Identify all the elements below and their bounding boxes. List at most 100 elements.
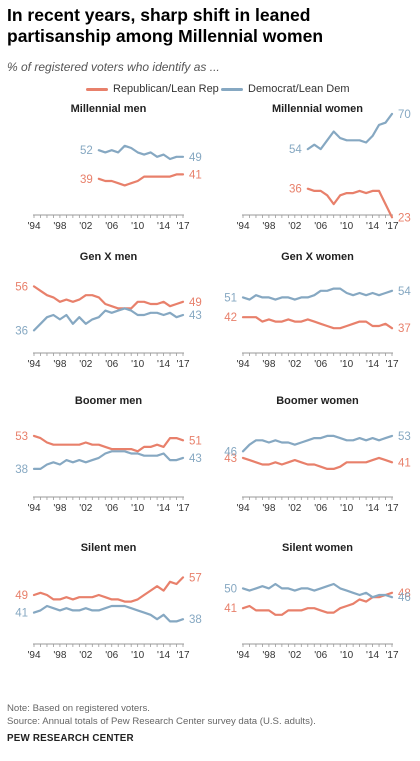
x-tick-label: '17	[385, 503, 398, 514]
x-tick-label: '10	[340, 221, 353, 232]
end-value-label-dem: 43	[189, 453, 202, 465]
legend-swatch-rep	[86, 87, 108, 91]
panel-title: Boomer men	[75, 395, 143, 407]
x-tick-label: '06	[314, 221, 327, 232]
end-value-label-dem: 70	[398, 109, 411, 121]
start-value-label-rep: 43	[224, 453, 237, 465]
end-value-label-rep: 48	[398, 588, 411, 600]
series-line-dem	[306, 112, 394, 151]
x-tick-label: '14	[157, 503, 170, 514]
x-tick-label: '06	[105, 359, 118, 370]
x-tick-label: '02	[288, 650, 301, 661]
x-tick-label: '06	[105, 221, 118, 232]
series-line-rep	[241, 316, 394, 330]
end-value-label-dem: 53	[398, 431, 411, 443]
end-value-label-rep: 41	[398, 457, 411, 469]
chart-title: In recent years, sharp shift in leaned p…	[7, 5, 324, 46]
x-tick-label: '10	[340, 359, 353, 370]
x-tick-label: '98	[53, 221, 66, 232]
x-tick-label: '98	[262, 650, 275, 661]
x-tick-label: '94	[27, 503, 40, 514]
end-value-label-dem: 43	[189, 310, 202, 322]
x-tick-label: '06	[314, 650, 327, 661]
x-tick-label: '02	[79, 221, 92, 232]
x-tick-label: '17	[385, 221, 398, 232]
panel-title: Gen X men	[80, 251, 138, 263]
start-value-label-rep: 56	[15, 281, 28, 293]
legend-label-dem: Democrat/Lean Dem	[248, 83, 350, 95]
legend-swatch-dem	[221, 87, 243, 91]
x-tick-label: '17	[385, 359, 398, 370]
legend-label-rep: Republican/Lean Rep	[113, 83, 219, 95]
series-line-dem	[97, 144, 185, 161]
x-tick-label: '10	[340, 503, 353, 514]
panel-title: Silent men	[81, 542, 137, 554]
x-tick-label: '98	[53, 359, 66, 370]
series-line-dem	[32, 450, 185, 470]
series-line-rep	[241, 591, 394, 616]
panel-title: Boomer women	[276, 395, 359, 407]
chart-source: Source: Annual totals of Pew Research Ce…	[7, 716, 316, 727]
source-org: PEW RESEARCH CENTER	[7, 733, 134, 744]
start-value-label-dem: 41	[15, 608, 28, 620]
x-tick-label: '17	[176, 650, 189, 661]
x-tick-label: '10	[131, 650, 144, 661]
x-tick-label: '98	[262, 221, 275, 232]
series-line-rep	[241, 456, 394, 470]
end-value-label-rep: 37	[398, 323, 411, 335]
x-tick-label: '02	[79, 359, 92, 370]
x-tick-label: '06	[105, 650, 118, 661]
x-tick-label: '14	[157, 359, 170, 370]
x-tick-label: '94	[27, 221, 40, 232]
x-tick-label: '98	[262, 503, 275, 514]
end-value-label-rep: 23	[398, 212, 411, 224]
x-tick-label: '10	[131, 503, 144, 514]
series-line-dem	[241, 434, 394, 453]
series-line-rep	[32, 576, 185, 603]
panel-title: Millennial women	[272, 103, 363, 115]
x-tick-label: '02	[288, 359, 301, 370]
end-value-label-dem: 54	[398, 286, 411, 298]
legend-item-dem: Democrat/Lean Dem	[221, 83, 350, 95]
panel-title: Gen X women	[281, 251, 354, 263]
legend: Republican/Lean Rep Democrat/Lean Dem	[0, 83, 420, 99]
end-value-label-rep: 51	[189, 435, 202, 447]
x-tick-label: '06	[314, 503, 327, 514]
x-tick-label: '94	[236, 359, 249, 370]
series-line-rep	[97, 173, 185, 187]
start-value-label-rep: 36	[289, 184, 302, 196]
x-tick-label: '14	[157, 221, 170, 232]
x-tick-label: '02	[288, 503, 301, 514]
start-value-label-rep: 49	[15, 590, 28, 602]
panel-title: Silent women	[282, 542, 353, 554]
start-value-label-dem: 50	[224, 583, 237, 595]
x-tick-label: '06	[314, 359, 327, 370]
start-value-label-dem: 38	[15, 464, 28, 476]
x-tick-label: '94	[27, 650, 40, 661]
start-value-label-dem: 46	[224, 446, 237, 458]
series-line-dem	[32, 604, 185, 623]
x-tick-label: '10	[131, 359, 144, 370]
end-value-label-rep: 57	[189, 572, 202, 584]
x-tick-label: '14	[366, 650, 379, 661]
x-tick-label: '94	[236, 503, 249, 514]
series-line-dem	[241, 582, 394, 599]
x-tick-label: '98	[53, 650, 66, 661]
x-tick-label: '02	[79, 503, 92, 514]
panel-title: Millennial men	[71, 103, 147, 115]
x-tick-label: '02	[288, 221, 301, 232]
x-tick-label: '10	[340, 650, 353, 661]
start-value-label-rep: 41	[224, 603, 237, 615]
start-value-label-dem: 36	[15, 325, 28, 337]
x-tick-label: '14	[366, 503, 379, 514]
end-value-label-dem: 46	[398, 592, 411, 604]
start-value-label-dem: 54	[289, 144, 302, 156]
start-value-label-rep: 42	[224, 312, 237, 324]
series-line-dem	[241, 287, 394, 301]
start-value-label-dem: 52	[80, 145, 93, 157]
x-tick-label: '94	[27, 359, 40, 370]
x-tick-label: '98	[262, 359, 275, 370]
legend-item-rep: Republican/Lean Rep	[86, 83, 219, 95]
x-tick-label: '94	[236, 650, 249, 661]
